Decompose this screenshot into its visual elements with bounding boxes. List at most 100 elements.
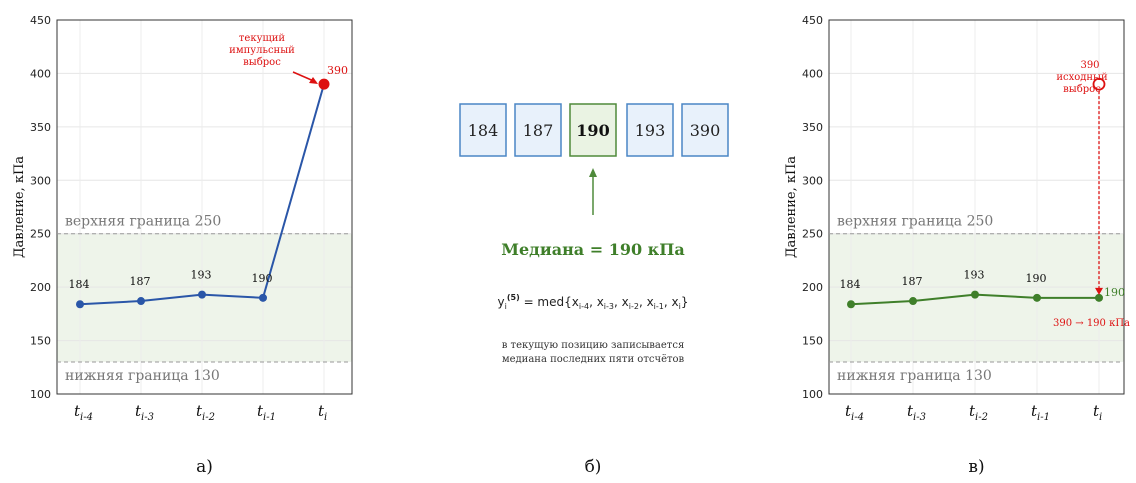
x-tick-label: ti-1 <box>257 402 276 423</box>
window-value: 184 <box>468 121 499 140</box>
window-box <box>626 103 674 157</box>
point-label: 193 <box>191 269 212 282</box>
data-point <box>909 297 917 306</box>
x-tick-label: ti-2 <box>196 402 215 423</box>
formula-part: i-2 <box>629 302 639 311</box>
window-box <box>681 103 729 157</box>
lower-bound-label: нижняя граница 130 <box>837 368 992 384</box>
window-value: 187 <box>523 121 554 140</box>
point-label: 193 <box>964 269 985 282</box>
x-tick-label: ti-3 <box>135 402 154 423</box>
formula-part: = med{x <box>520 295 579 309</box>
panel-c-chart: 100 150 200 250 300 350 400 450 верхняя граница … <box>784 14 1130 477</box>
y-tick-label: 450 <box>30 14 51 27</box>
y-tick-label: 300 <box>802 174 823 187</box>
outlier-annotation: исходный <box>1056 72 1108 83</box>
data-point <box>1033 293 1041 302</box>
formula-part: , x <box>614 295 629 309</box>
data-point <box>137 297 145 306</box>
data-point <box>259 293 267 302</box>
median-box <box>569 103 617 157</box>
formula-part: , x <box>589 295 604 309</box>
window-value: 193 <box>635 121 666 140</box>
subscript: i-1 <box>263 412 276 423</box>
upper-bound-label: верхняя граница 250 <box>65 214 221 230</box>
formula-part: , x <box>639 295 654 309</box>
annotation-line: выброс <box>243 57 281 68</box>
note-line: в текущую позицию записывается <box>502 340 685 351</box>
formula-part: i-3 <box>604 302 614 311</box>
point-label: 190 <box>252 272 273 285</box>
y-axis-label: Давление, кПа <box>12 156 27 258</box>
formula-part: i <box>505 302 507 311</box>
x-tick-label: ti <box>318 402 327 423</box>
formula-part: y <box>498 295 505 309</box>
point-label: 184 <box>840 278 861 291</box>
subscript: i-2 <box>975 412 988 423</box>
y-tick-label: 100 <box>802 388 823 401</box>
original-outlier-marker <box>1092 77 1106 91</box>
plot-frame <box>56 19 353 395</box>
plot-frame <box>828 19 1125 395</box>
median-arrowhead <box>589 168 597 177</box>
x-tick-label: ti-3 <box>907 402 926 423</box>
subscript: i-4 <box>851 412 864 423</box>
formula-part: , x <box>664 295 679 309</box>
subscript: i-3 <box>913 412 926 423</box>
y-tick-label: 450 <box>802 14 823 27</box>
y-tick-label: 350 <box>802 121 823 134</box>
safe-zone-band <box>57 233 352 362</box>
y-tick-label: 300 <box>30 174 51 187</box>
median-label: Медиана = 190 кПа <box>501 240 684 259</box>
subscript: i-2 <box>202 412 215 423</box>
x-tick-label: ti-4 <box>74 402 93 423</box>
lower-bound-label: нижняя граница 130 <box>65 368 220 384</box>
outlier-point <box>318 78 330 90</box>
x-tick-label: ti-1 <box>1031 402 1050 423</box>
annotation-arrowhead <box>309 77 318 84</box>
x-tick-label: ti <box>1093 402 1102 423</box>
y-tick-label: 400 <box>30 67 51 80</box>
y-tick-label: 250 <box>802 228 823 241</box>
correction-arrowhead <box>1095 287 1103 295</box>
y-tick-label: 150 <box>30 335 51 348</box>
point-label: 190 <box>1026 272 1047 285</box>
point-label: 187 <box>902 275 923 288</box>
data-point <box>198 290 206 299</box>
window-box <box>514 103 562 157</box>
outlier-annotation: выброс <box>1063 84 1101 95</box>
window-value: 190 <box>576 121 609 140</box>
formula-part: i-4 <box>579 302 589 311</box>
subscript: i <box>1099 412 1102 423</box>
median-formula: yi(5) = med{xi-4, xi-3, xi-2, xi-1, xi} <box>498 293 689 311</box>
panel-label: в) <box>968 457 984 477</box>
correction-label: 390 → 190 кПа <box>1053 318 1130 329</box>
y-tick-label: 350 <box>30 121 51 134</box>
y-tick-label: 100 <box>30 388 51 401</box>
point-label: 190 <box>1104 286 1125 299</box>
x-tick-label: ti-4 <box>845 402 864 423</box>
subscript: i <box>324 412 327 423</box>
point-label: 187 <box>130 275 151 288</box>
formula-part: (5) <box>507 293 520 302</box>
outlier-value-label: 390 <box>1080 60 1099 71</box>
annotation-line: текущий <box>239 33 286 44</box>
point-label: 390 <box>327 64 348 77</box>
annotation-line: импульсный <box>229 45 295 56</box>
upper-bound-label: верхняя граница 250 <box>837 214 993 230</box>
subscript: i-4 <box>80 412 93 423</box>
y-tick-label: 250 <box>30 228 51 241</box>
y-tick-label: 200 <box>802 281 823 294</box>
y-tick-label: 400 <box>802 67 823 80</box>
y-tick-label: 200 <box>30 281 51 294</box>
subscript: i-1 <box>1037 412 1050 423</box>
formula-part: i <box>679 302 681 311</box>
subscript: i-3 <box>141 412 154 423</box>
data-point <box>1095 293 1103 302</box>
data-point <box>76 300 84 309</box>
window-value: 390 <box>690 121 721 140</box>
point-label: 184 <box>69 278 90 291</box>
window-box <box>459 103 507 157</box>
